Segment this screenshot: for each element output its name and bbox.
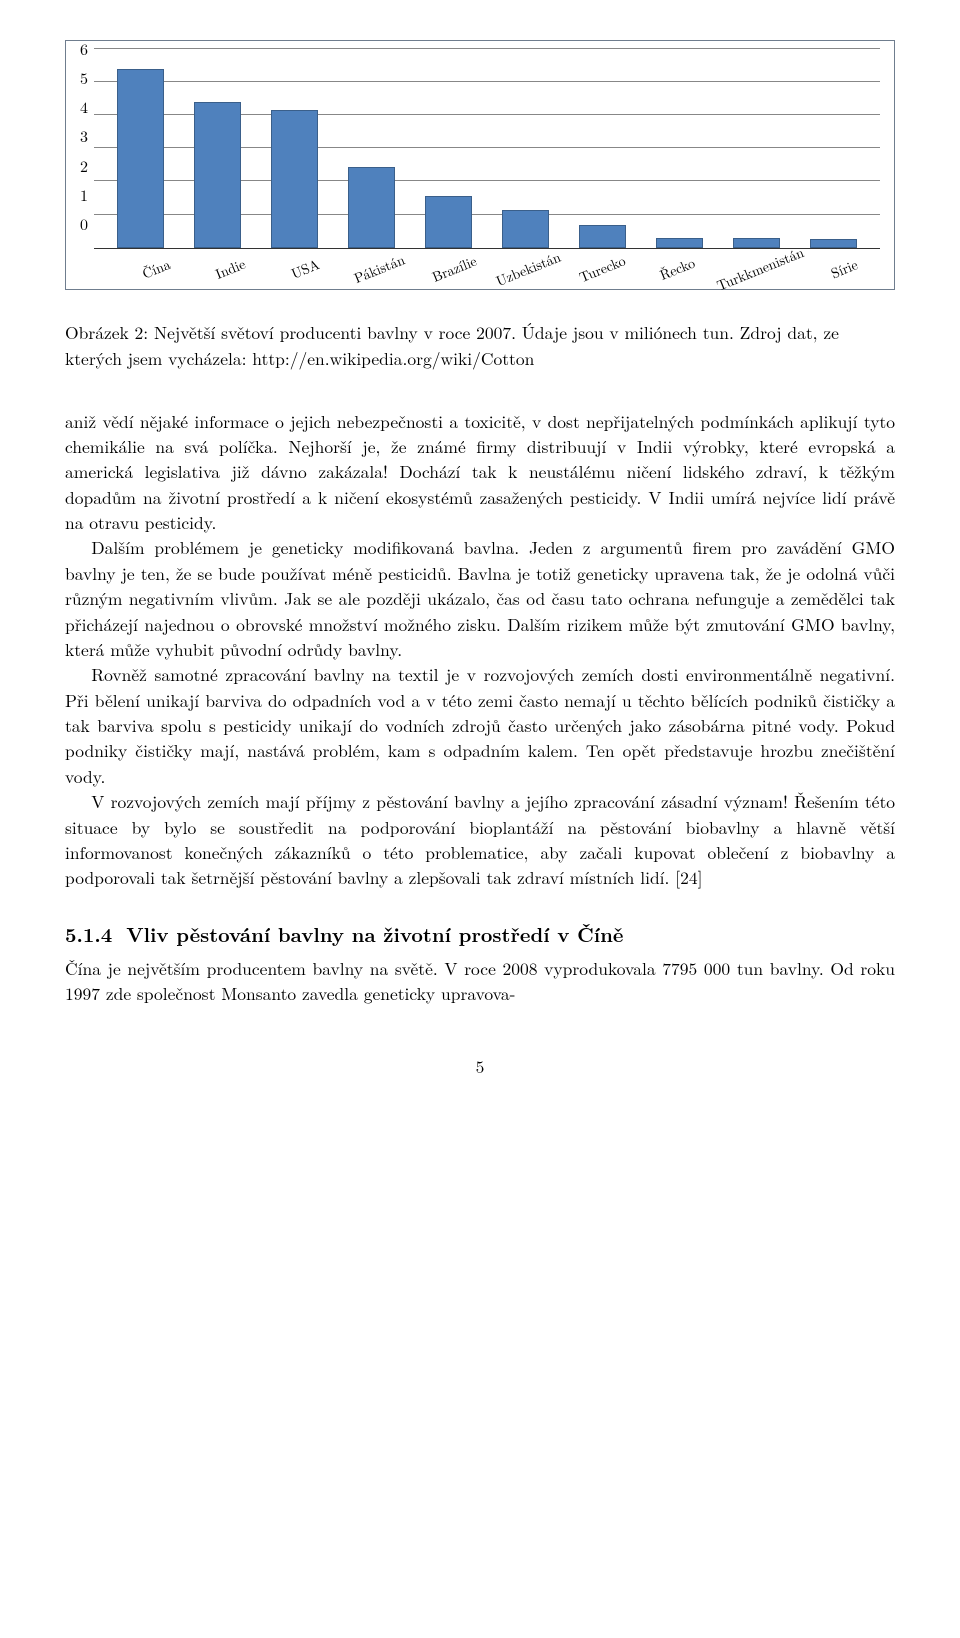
bar-slot (333, 49, 410, 248)
bar-slot (564, 49, 641, 248)
bar-slot (256, 49, 333, 248)
figure-caption: Obrázek 2: Největší světoví producenti b… (65, 320, 895, 373)
bar (425, 196, 471, 247)
bar (502, 210, 548, 248)
bar-slot (718, 49, 795, 248)
bar-chart-container: 0123456 ČínaIndieUSAPákistánBrazílieUzbe… (65, 40, 895, 290)
paragraph-2: Dalším problémem je geneticky modifikova… (65, 535, 895, 662)
bar-slot (487, 49, 564, 248)
bars (94, 49, 880, 248)
y-axis: 0123456 (80, 49, 88, 224)
bar-slot (795, 49, 872, 248)
paragraph-1: aniž vědí nějaké informace o jejich nebe… (65, 409, 895, 536)
bar (271, 110, 317, 247)
subsection-title: Vliv pěstování bavlny na životní prostře… (126, 919, 623, 948)
caption-text: Největší světoví producenti bavlny v roc… (65, 320, 839, 371)
bar-slot (410, 49, 487, 248)
bar (810, 239, 856, 247)
bar-slot (102, 49, 179, 248)
paragraph-5: Čína je největším producentem bavlny na … (65, 956, 895, 1007)
bar (117, 69, 163, 248)
page-number: 5 (65, 1054, 895, 1079)
paragraph-4: V rozvojových zemích mají příjmy z pěsto… (65, 789, 895, 891)
subsection-heading: 5.1.4 Vliv pěstování bavlny na životní pr… (65, 919, 895, 948)
bar-slot (179, 49, 256, 248)
bar (194, 102, 240, 248)
body-text-2: Čína je největším producentem bavlny na … (65, 956, 895, 1007)
paragraph-3: Rovněž samotné zpracování bavlny na text… (65, 662, 895, 789)
chart-plot (94, 49, 880, 249)
body-text: aniž vědí nějaké informace o jejich nebe… (65, 409, 895, 891)
caption-prefix: Obrázek 2: (65, 320, 154, 345)
x-axis-labels: ČínaIndieUSAPákistánBrazílieUzbekistánTu… (94, 249, 880, 279)
bar (348, 167, 394, 248)
bar-slot (641, 49, 718, 248)
chart-area: 0123456 ČínaIndieUSAPákistánBrazílieUzbe… (80, 49, 880, 279)
subsection-number: 5.1.4 (65, 919, 112, 948)
